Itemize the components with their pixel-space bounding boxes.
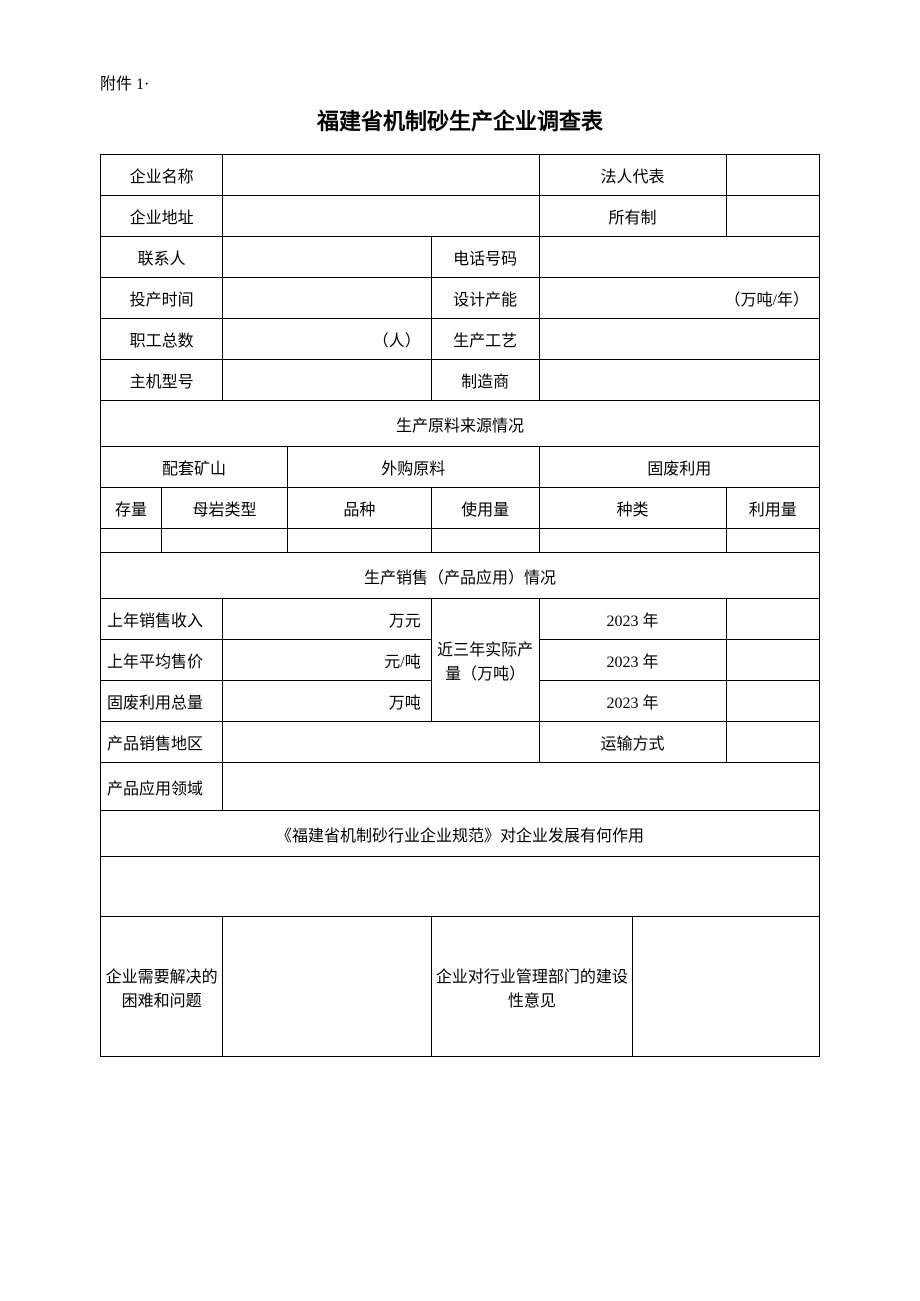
label-application-field: 产品应用领域 xyxy=(101,763,223,811)
label-legal-rep: 法人代表 xyxy=(539,155,726,196)
label-production-process: 生产工艺 xyxy=(431,319,539,360)
label-parent-rock: 母岩类型 xyxy=(162,488,288,529)
value-variety[interactable] xyxy=(287,529,431,553)
value-difficulties[interactable] xyxy=(223,917,432,1057)
label-contact: 联系人 xyxy=(101,237,223,278)
value-manufacturer[interactable] xyxy=(539,360,819,401)
value-last-year-revenue[interactable]: 万元 xyxy=(223,599,432,640)
value-production-date[interactable] xyxy=(223,278,432,319)
label-design-capacity: 设计产能 xyxy=(431,278,539,319)
value-production-process[interactable] xyxy=(539,319,819,360)
value-last-year-price[interactable]: 元/吨 xyxy=(223,640,432,681)
label-transport: 运输方式 xyxy=(539,722,726,763)
value-employee-count[interactable]: （人） xyxy=(223,319,432,360)
value-contact[interactable] xyxy=(223,237,432,278)
value-ownership[interactable] xyxy=(726,196,820,237)
value-transport[interactable] xyxy=(726,722,820,763)
label-recent-output: 近三年实际产量（万吨） xyxy=(431,599,539,722)
label-supporting-mine: 配套矿山 xyxy=(101,447,288,488)
value-company-address[interactable] xyxy=(223,196,539,237)
value-application-field[interactable] xyxy=(223,763,820,811)
label-last-year-revenue: 上年销售收入 xyxy=(101,599,223,640)
label-year-2: 2023 年 xyxy=(539,640,726,681)
value-year-2[interactable] xyxy=(726,640,820,681)
label-variety: 品种 xyxy=(287,488,431,529)
label-production-date: 投产时间 xyxy=(101,278,223,319)
value-company-name[interactable] xyxy=(223,155,539,196)
value-phone[interactable] xyxy=(539,237,819,278)
value-parent-rock[interactable] xyxy=(162,529,288,553)
label-year-1: 2023 年 xyxy=(539,599,726,640)
label-difficulties: 企业需要解决的困难和问题 xyxy=(101,917,223,1057)
label-phone: 电话号码 xyxy=(431,237,539,278)
value-stock[interactable] xyxy=(101,529,162,553)
label-type: 种类 xyxy=(539,488,726,529)
label-waste-total: 固废利用总量 xyxy=(101,681,223,722)
label-employee-count: 职工总数 xyxy=(101,319,223,360)
label-last-year-price: 上年平均售价 xyxy=(101,640,223,681)
value-main-model[interactable] xyxy=(223,360,432,401)
value-waste-total[interactable]: 万吨 xyxy=(223,681,432,722)
label-purchased-material: 外购原料 xyxy=(287,447,539,488)
value-legal-rep[interactable] xyxy=(726,155,820,196)
value-usage-amount[interactable] xyxy=(431,529,539,553)
value-year-3[interactable] xyxy=(726,681,820,722)
survey-table: 企业名称 法人代表 企业地址 所有制 联系人 电话号码 投产时间 设计产能 （万… xyxy=(100,154,820,1057)
value-regulation-effect[interactable] xyxy=(101,857,820,917)
label-suggestions: 企业对行业管理部门的建设性意见 xyxy=(431,917,632,1057)
section-regulation: 《福建省机制砂行业企业规范》对企业发展有何作用 xyxy=(101,811,820,857)
value-year-1[interactable] xyxy=(726,599,820,640)
value-sales-region[interactable] xyxy=(223,722,539,763)
label-solid-waste: 固废利用 xyxy=(539,447,819,488)
attachment-label: 附件 1· xyxy=(100,70,820,94)
label-company-address: 企业地址 xyxy=(101,196,223,237)
label-utilization: 利用量 xyxy=(726,488,820,529)
label-ownership: 所有制 xyxy=(539,196,726,237)
value-design-capacity[interactable]: （万吨/年） xyxy=(539,278,819,319)
label-company-name: 企业名称 xyxy=(101,155,223,196)
section-raw-material: 生产原料来源情况 xyxy=(101,401,820,447)
value-type[interactable] xyxy=(539,529,726,553)
label-manufacturer: 制造商 xyxy=(431,360,539,401)
value-suggestions[interactable] xyxy=(633,917,820,1057)
label-stock: 存量 xyxy=(101,488,162,529)
label-sales-region: 产品销售地区 xyxy=(101,722,223,763)
label-usage-amount: 使用量 xyxy=(431,488,539,529)
value-utilization[interactable] xyxy=(726,529,820,553)
section-sales: 生产销售（产品应用）情况 xyxy=(101,553,820,599)
form-title: 福建省机制砂生产企业调查表 xyxy=(100,104,820,136)
label-main-model: 主机型号 xyxy=(101,360,223,401)
label-year-3: 2023 年 xyxy=(539,681,726,722)
